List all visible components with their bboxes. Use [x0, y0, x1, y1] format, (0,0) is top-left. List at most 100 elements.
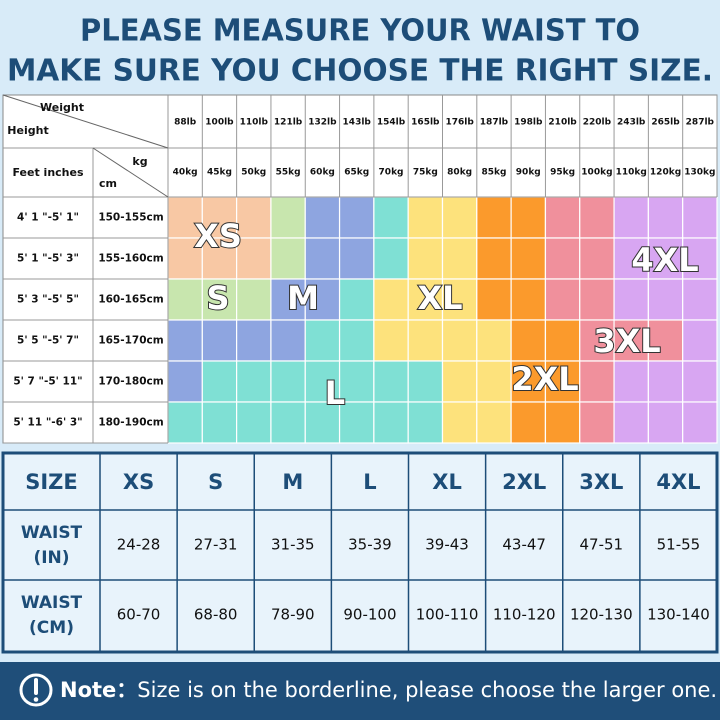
- size-label: S: [206, 279, 229, 317]
- table-header: 3XL: [579, 470, 623, 494]
- size-cell: [167, 401, 203, 444]
- size-cell: [373, 360, 409, 403]
- title-line: PLEASE MEASURE YOUR WAIST TO: [80, 14, 640, 49]
- height-cm: 170-180cm: [98, 376, 163, 388]
- header-diagonal: [92, 147, 169, 198]
- size-cell: [510, 278, 547, 321]
- height-feet: 5' 3 "-5' 5": [17, 294, 79, 306]
- table-value: 31-35: [271, 536, 315, 554]
- size-label: 4XL: [631, 241, 698, 279]
- size-cell: [167, 278, 203, 321]
- cm-label: cm: [99, 177, 117, 190]
- size-cell: [613, 196, 649, 239]
- weight-kg: 65kg: [344, 168, 369, 178]
- weight-label: Weight: [40, 101, 84, 114]
- size-cell: [236, 319, 272, 362]
- feet-label: Feet inches: [12, 166, 83, 179]
- size-cell: [510, 319, 547, 362]
- weight-lb: 265lb: [651, 118, 680, 128]
- size-cell: [441, 196, 478, 239]
- size-cell: [407, 319, 444, 362]
- table-value: 24-28: [117, 536, 161, 554]
- size-cell: [441, 401, 478, 444]
- weight-kg: 70kg: [379, 168, 404, 178]
- size-cell: [441, 278, 478, 321]
- warning-icon: [19, 673, 53, 707]
- size-cell: [613, 401, 649, 444]
- table-header: XL: [432, 470, 462, 494]
- weight-lb: 154lb: [377, 118, 406, 128]
- table-header: M: [282, 470, 303, 494]
- size-cell: [613, 237, 649, 280]
- table-value: 39-43: [425, 536, 469, 554]
- size-cell: [476, 196, 512, 239]
- height-feet: 5' 1 "-5' 3": [17, 253, 79, 265]
- size-cell: [579, 237, 615, 280]
- size-cell: [510, 196, 547, 239]
- weight-kg: 55kg: [276, 168, 301, 178]
- note-bar: [0, 662, 720, 720]
- size-cell: [304, 319, 341, 362]
- note-body: Size is on the borderline, please choose…: [137, 678, 717, 702]
- weight-lb: 132lb: [308, 118, 337, 128]
- size-cell: [201, 196, 238, 239]
- weight-kg: 100kg: [581, 168, 612, 178]
- size-label: L: [325, 374, 345, 412]
- size-cell: [682, 360, 718, 403]
- size-cell: [373, 237, 409, 280]
- size-label: XS: [194, 217, 242, 255]
- size-cell: [647, 278, 684, 321]
- size-cell: [201, 360, 238, 403]
- size-cell: [544, 196, 581, 239]
- row-label: WAIST: [21, 523, 83, 543]
- size-cell: [201, 401, 238, 444]
- height-cm: 160-165cm: [98, 294, 163, 306]
- weight-kg: 95kg: [550, 168, 575, 178]
- row-label: (CM): [29, 618, 74, 638]
- size-cell: [579, 401, 615, 444]
- size-cell: [441, 360, 478, 403]
- table-background: [1, 451, 719, 654]
- size-cell: [338, 319, 375, 362]
- weight-kg: 85kg: [481, 168, 506, 178]
- table-value: 27-31: [194, 536, 238, 554]
- weight-lb: 210lb: [548, 118, 577, 128]
- note-label: Note：: [60, 678, 137, 702]
- table-value: 120-130: [570, 606, 633, 624]
- height-feet: 5' 11 "-6' 3": [13, 417, 82, 429]
- size-cell: [476, 319, 512, 362]
- title-line: MAKE SURE YOU CHOOSE THE RIGHT SIZE.: [7, 54, 713, 89]
- size-cell: [407, 196, 444, 239]
- size-cell: [236, 360, 272, 403]
- size-cell: [682, 196, 718, 239]
- table-value: 60-70: [117, 606, 161, 624]
- weight-lb: 198lb: [514, 118, 543, 128]
- size-cell: [338, 196, 375, 239]
- table-value: 51-55: [657, 536, 701, 554]
- size-cell: [647, 237, 684, 280]
- size-cell: [407, 278, 444, 321]
- height-feet: 5' 7 "-5' 11": [13, 376, 82, 388]
- size-cell: [270, 237, 306, 280]
- table-header: L: [363, 470, 376, 494]
- weight-kg: 60kg: [310, 168, 335, 178]
- size-cell: [544, 278, 581, 321]
- height-label: Height: [7, 124, 48, 137]
- size-cell: [270, 319, 306, 362]
- size-cell: [510, 401, 547, 444]
- weight-lb: 187lb: [480, 118, 509, 128]
- size-cell: [270, 360, 306, 403]
- weight-lb: 220lb: [583, 118, 612, 128]
- size-cell: [544, 401, 581, 444]
- size-cell: [304, 360, 341, 403]
- size-cell: [682, 278, 718, 321]
- size-cell: [167, 360, 203, 403]
- size-label: 3XL: [593, 322, 660, 360]
- size-cell: [304, 401, 341, 444]
- size-cell: [407, 401, 444, 444]
- size-cell: [647, 196, 684, 239]
- table-value: 35-39: [348, 536, 392, 554]
- size-cell: [579, 278, 615, 321]
